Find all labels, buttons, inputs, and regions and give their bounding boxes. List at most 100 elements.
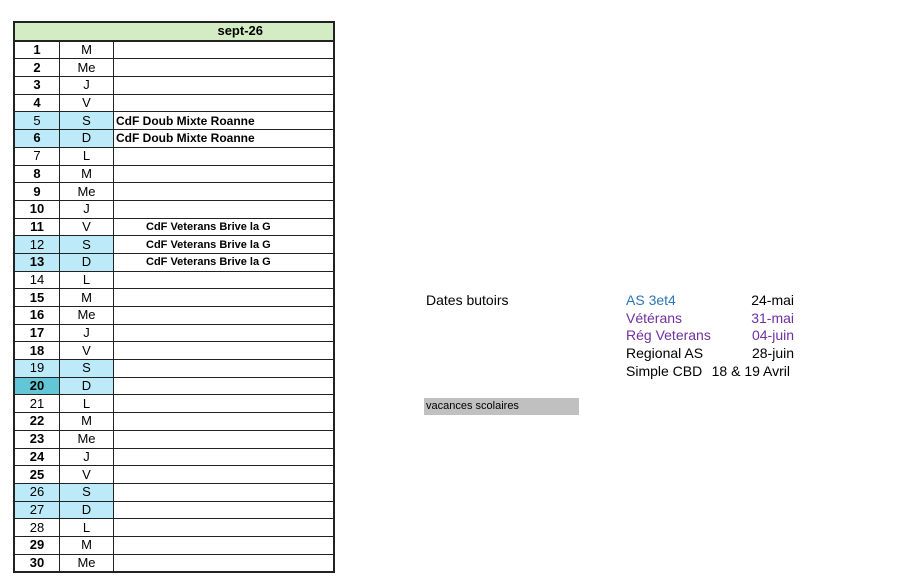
day-number-cell[interactable]: 2 xyxy=(13,58,60,78)
event-cell[interactable] xyxy=(113,58,335,78)
event-cell[interactable] xyxy=(113,76,335,95)
day-of-week-cell[interactable]: V xyxy=(59,93,114,113)
day-of-week-cell[interactable]: V xyxy=(59,341,114,361)
event-cell[interactable] xyxy=(113,146,335,166)
day-number-cell[interactable]: 17 xyxy=(13,323,60,343)
calendar-row: 21 L xyxy=(13,394,335,414)
event-cell[interactable]: CdF Doub Mixte Roanne xyxy=(113,129,335,148)
event-cell[interactable] xyxy=(113,394,335,414)
day-number-cell[interactable]: 28 xyxy=(13,518,60,537)
event-cell[interactable] xyxy=(113,323,335,343)
event-cell[interactable] xyxy=(113,40,335,60)
day-of-week-cell[interactable]: Me xyxy=(59,553,114,574)
day-of-week-cell[interactable]: L xyxy=(59,146,114,166)
day-of-week-cell[interactable]: V xyxy=(59,465,114,484)
day-of-week-cell[interactable]: D xyxy=(59,129,114,148)
day-of-week-cell[interactable]: J xyxy=(59,447,114,467)
day-of-week-cell[interactable]: J xyxy=(59,323,114,343)
day-number-cell[interactable]: 16 xyxy=(13,306,60,325)
day-of-week-cell[interactable]: L xyxy=(59,270,114,290)
day-of-week-cell[interactable]: M xyxy=(59,40,114,60)
event-cell[interactable] xyxy=(113,376,335,396)
event-cell[interactable] xyxy=(113,553,335,574)
day-of-week-cell[interactable]: S xyxy=(59,235,114,254)
day-of-week-cell[interactable]: S xyxy=(59,111,114,131)
day-of-week-cell[interactable]: J xyxy=(59,199,114,219)
day-number-cell[interactable]: 27 xyxy=(13,500,60,520)
day-number-cell[interactable]: 5 xyxy=(13,111,60,131)
day-of-week-cell[interactable]: D xyxy=(59,376,114,396)
calendar-row: 6 D CdF Doub Mixte Roanne xyxy=(13,129,335,148)
day-number-cell[interactable]: 6 xyxy=(13,129,60,148)
event-cell[interactable] xyxy=(113,182,335,201)
day-number-cell[interactable]: 15 xyxy=(13,288,60,307)
day-number-cell[interactable]: 3 xyxy=(13,76,60,95)
calendar-row: 2 Me xyxy=(13,58,335,78)
day-number-cell[interactable]: 11 xyxy=(13,217,60,237)
day-number-cell[interactable]: 29 xyxy=(13,535,60,555)
day-of-week-cell[interactable]: Me xyxy=(59,429,114,449)
day-of-week-cell[interactable]: V xyxy=(59,217,114,237)
day-of-week-cell[interactable]: M xyxy=(59,535,114,555)
deadline-label: Simple CBD xyxy=(626,362,703,379)
day-number-cell[interactable]: 26 xyxy=(13,482,60,502)
day-number-cell[interactable]: 25 xyxy=(13,465,60,484)
event-cell[interactable] xyxy=(113,306,335,325)
event-cell[interactable] xyxy=(113,359,335,378)
day-number-cell[interactable]: 12 xyxy=(13,235,60,254)
day-of-week-cell[interactable]: J xyxy=(59,76,114,95)
event-cell[interactable] xyxy=(113,412,335,431)
day-number-cell[interactable]: 20 xyxy=(13,376,60,396)
day-number-cell[interactable]: 9 xyxy=(13,182,60,201)
day-of-week-cell[interactable]: Me xyxy=(59,182,114,201)
event-cell[interactable]: CdF Veterans Brive la G xyxy=(113,252,335,272)
day-of-week-cell[interactable]: M xyxy=(59,288,114,307)
event-cell[interactable]: CdF Veterans Brive la G xyxy=(113,217,335,237)
event-cell[interactable] xyxy=(113,93,335,113)
day-number-cell[interactable]: 13 xyxy=(13,252,60,272)
event-cell[interactable] xyxy=(113,341,335,361)
day-number-cell[interactable]: 8 xyxy=(13,164,60,184)
day-of-week-cell[interactable]: L xyxy=(59,394,114,414)
event-cell[interactable] xyxy=(113,164,335,184)
day-of-week-cell[interactable]: M xyxy=(59,164,114,184)
day-of-week-cell[interactable]: Me xyxy=(59,306,114,325)
day-of-week-cell[interactable]: Me xyxy=(59,58,114,78)
event-cell[interactable] xyxy=(113,482,335,502)
day-number-cell[interactable]: 1 xyxy=(13,40,60,60)
day-number-cell[interactable]: 24 xyxy=(13,447,60,467)
event-cell[interactable] xyxy=(113,270,335,290)
day-number-cell[interactable]: 14 xyxy=(13,270,60,290)
day-of-week-cell[interactable]: S xyxy=(59,359,114,378)
day-number-cell[interactable]: 4 xyxy=(13,93,60,113)
day-number-cell[interactable]: 22 xyxy=(13,412,60,431)
day-of-week-cell[interactable]: L xyxy=(59,518,114,537)
day-number-cell[interactable]: 23 xyxy=(13,429,60,449)
event-cell[interactable] xyxy=(113,429,335,449)
day-number-cell[interactable]: 21 xyxy=(13,394,60,414)
calendar-row: 16 Me xyxy=(13,306,335,325)
day-of-week-cell[interactable]: D xyxy=(59,252,114,272)
event-cell[interactable]: CdF Veterans Brive la G xyxy=(113,235,335,254)
calendar-row: 27 D xyxy=(13,500,335,520)
day-number-cell[interactable]: 18 xyxy=(13,341,60,361)
event-cell[interactable] xyxy=(113,500,335,520)
calendar-row: 12 S CdF Veterans Brive la G xyxy=(13,235,335,254)
day-number-cell[interactable]: 10 xyxy=(13,199,60,219)
event-cell[interactable] xyxy=(113,447,335,467)
day-of-week-cell[interactable]: S xyxy=(59,482,114,502)
deadline-label: Vétérans xyxy=(626,309,683,326)
event-cell[interactable] xyxy=(113,465,335,484)
day-of-week-cell[interactable]: D xyxy=(59,500,114,520)
month-header[interactable]: sept-26 xyxy=(13,21,335,42)
day-number-cell[interactable]: 30 xyxy=(13,553,60,574)
day-number-cell[interactable]: 19 xyxy=(13,359,60,378)
event-cell[interactable] xyxy=(113,288,335,307)
event-cell[interactable] xyxy=(113,535,335,555)
event-cell[interactable] xyxy=(113,199,335,219)
day-number-cell[interactable]: 7 xyxy=(13,146,60,166)
day-of-week-cell[interactable]: M xyxy=(59,412,114,431)
event-cell[interactable]: CdF Doub Mixte Roanne xyxy=(113,111,335,131)
event-cell[interactable] xyxy=(113,518,335,537)
